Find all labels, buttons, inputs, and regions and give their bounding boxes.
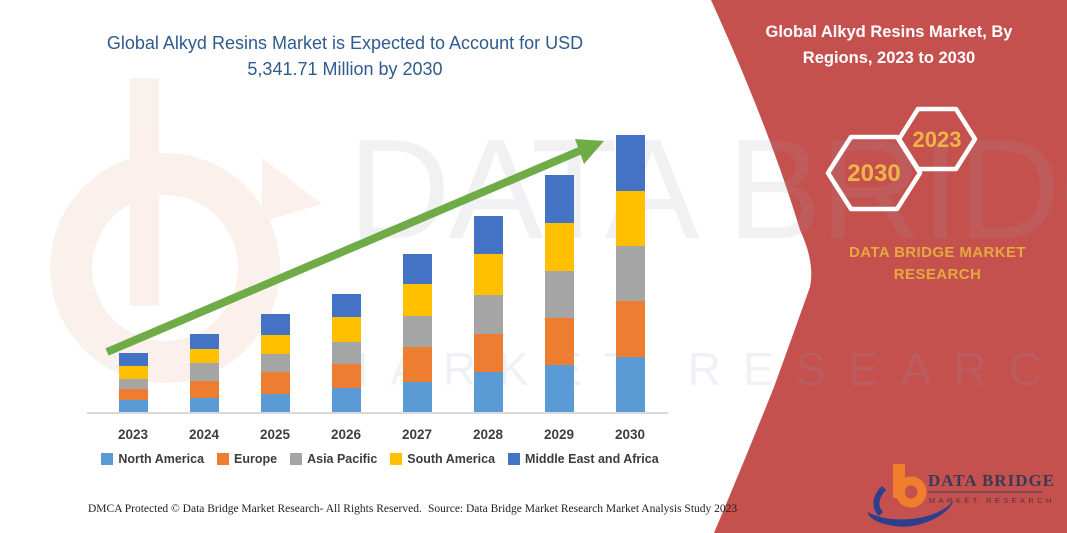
bar-segment-south-america (331, 317, 361, 343)
bar-segment-north-america (118, 400, 148, 412)
bar-segment-asia-pacific (118, 378, 148, 390)
brand-text: DATA BRIDGE MARKET RESEARCH (849, 244, 1026, 283)
bar-segment-south-america (118, 366, 148, 379)
legend-swatch-icon (290, 453, 303, 465)
bar-segment-asia-pacific (544, 270, 574, 318)
chart-legend: North America Europe Asia Pacific South Ame… (80, 452, 680, 466)
bar-segment-north-america (260, 393, 290, 412)
watermark-marketresearch: MARKET RESEARCH (330, 343, 1067, 395)
bar-segment-asia-pacific (473, 295, 503, 334)
footer-dmca: DMCA Protected © Data Bridge Market Rese… (88, 503, 422, 515)
x-axis-label-2024: 2024 (188, 427, 220, 442)
bar-segment-middle-east-and-africa (260, 313, 290, 336)
bar-segment-north-america (189, 397, 219, 412)
legend-item-asia-pacific: Asia Pacific (290, 452, 377, 466)
bar-segment-south-america (189, 349, 219, 363)
logo-name: DATA BRIDGE (928, 471, 1055, 490)
legend-swatch-icon (217, 453, 230, 465)
x-axis-label-2025: 2025 (259, 427, 291, 442)
legend-item-europe: Europe (217, 452, 277, 466)
legend-item-north-america: North America (101, 452, 204, 466)
legend-swatch-icon (508, 453, 521, 465)
legend-label: Middle East and Africa (525, 452, 659, 466)
legend-label: South America (407, 452, 496, 466)
bar-2023 (118, 352, 148, 412)
bar-segment-europe (189, 381, 219, 398)
x-axis-label-2026: 2026 (330, 427, 362, 442)
legend-swatch-icon (390, 453, 403, 465)
legend-label: Europe (234, 452, 278, 466)
footer-source: Source: Data Bridge Market Research Mark… (428, 503, 738, 515)
legend-swatch-icon (101, 453, 114, 465)
legend-label: Asia Pacific (307, 452, 378, 466)
bar-segment-asia-pacific (260, 353, 290, 373)
bar-segment-middle-east-and-africa (118, 352, 148, 367)
x-axis-label-2029: 2029 (543, 427, 575, 442)
x-axis-line (87, 412, 668, 414)
bar-segment-middle-east-and-africa (331, 293, 361, 318)
logo-subtitle: MARKET RESEARCH (929, 496, 1055, 505)
bar-segment-europe (118, 389, 148, 401)
x-axis-label-2030: 2030 (614, 427, 646, 442)
bar-segment-asia-pacific (189, 362, 219, 382)
logo-mark-icon (868, 464, 954, 527)
x-axis-label-2028: 2028 (472, 427, 504, 442)
legend-item-middle-east-and-africa: Middle East and Africa (508, 452, 659, 466)
page-title: Global Alkyd Resins Market is Expected t… (106, 33, 584, 80)
x-axis-label-2023: 2023 (117, 427, 149, 442)
side-panel-title: Global Alkyd Resins Market, By Regions, … (765, 23, 1013, 67)
bar-segment-middle-east-and-africa (189, 333, 219, 350)
bar-2024 (189, 333, 219, 412)
bar-segment-south-america (402, 283, 432, 317)
legend-item-south-america: South America (390, 452, 495, 466)
legend-label: North America (118, 452, 205, 466)
bar-2025 (260, 313, 290, 412)
bar-segment-europe (260, 372, 290, 394)
bar-segment-south-america (260, 335, 290, 354)
x-axis-label-2027: 2027 (401, 427, 433, 442)
